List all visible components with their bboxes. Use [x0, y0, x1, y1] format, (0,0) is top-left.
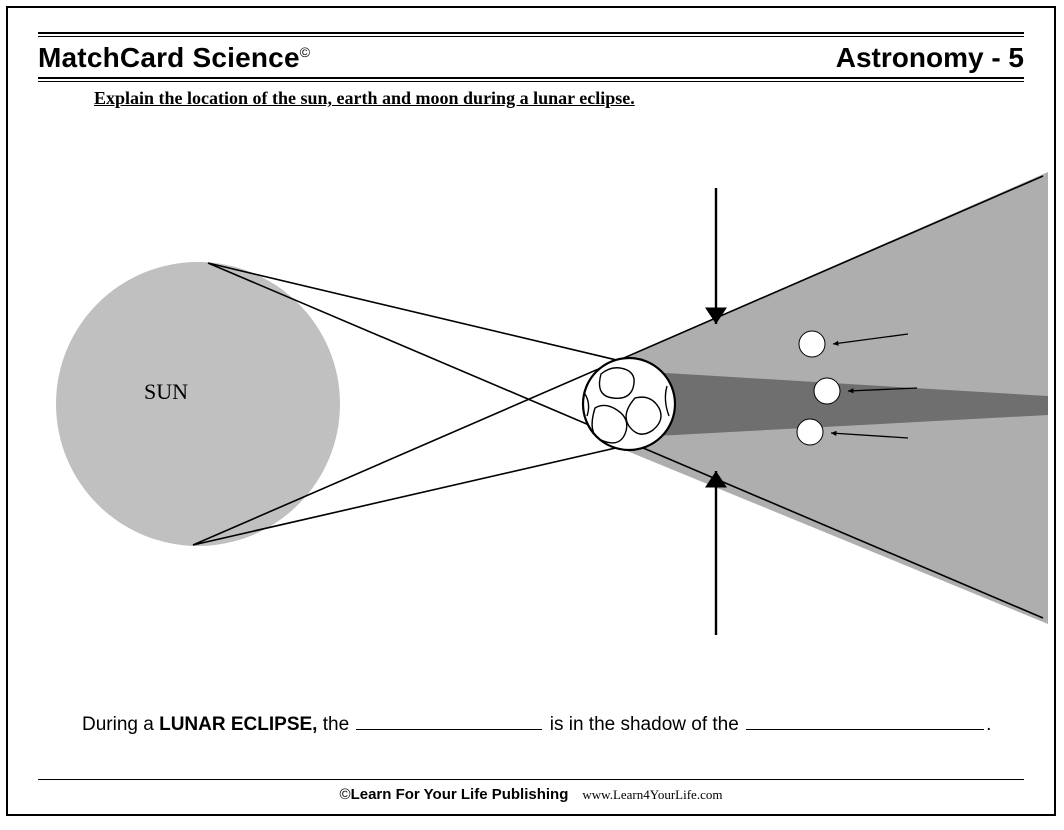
brand-text: MatchCard Science [38, 42, 300, 73]
subject-title: Astronomy - 5 [836, 42, 1024, 74]
publisher-url: www.Learn4YourLife.com [582, 787, 722, 802]
instruction-prompt: Explain the location of the sun, earth a… [94, 88, 635, 109]
publisher-name: Learn For Your Life Publishing [351, 786, 569, 803]
fill-mid1: the [317, 714, 354, 735]
fill-blank-2[interactable] [746, 714, 984, 730]
eclipse-diagram: SUN [38, 119, 1024, 659]
fill-suffix: . [986, 714, 991, 735]
svg-text:SUN: SUN [144, 379, 188, 404]
rule-bot [38, 77, 1024, 82]
brand-title: MatchCard Science© [38, 42, 310, 74]
diagram-svg: SUN [38, 119, 1048, 659]
worksheet-page: MatchCard Science© Astronomy - 5 Explain… [6, 6, 1056, 816]
copyright-icon: © [340, 786, 351, 803]
fill-in-sentence: During a LUNAR ECLIPSE, the is in the sh… [82, 714, 991, 736]
fill-mid2: is in the shadow of the [544, 714, 744, 735]
fill-blank-1[interactable] [356, 714, 542, 730]
fill-strong: LUNAR ECLIPSE, [159, 714, 317, 735]
fill-prefix: During a [82, 714, 159, 735]
rule-top [38, 32, 1024, 37]
title-row: MatchCard Science© Astronomy - 5 [38, 40, 1024, 75]
copyright-icon: © [300, 44, 311, 60]
footer: ©Learn For Your Life Publishing www.Learn… [38, 779, 1024, 803]
